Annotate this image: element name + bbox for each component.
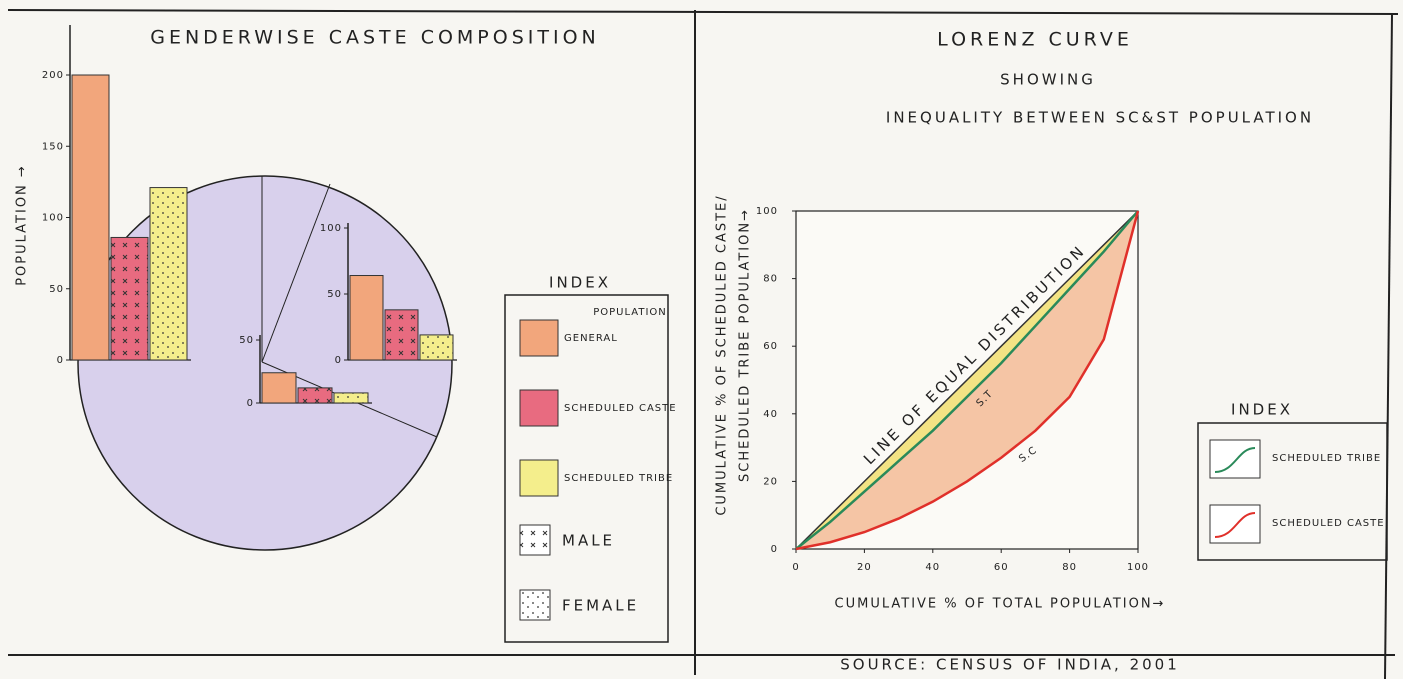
y-tick-label: 150: [42, 141, 64, 152]
y-tick-label: 60: [763, 341, 778, 352]
y-axis-label: SCHEDULED TRIBE POPULATION→: [738, 208, 753, 482]
y-tick-label: 100: [320, 223, 342, 234]
y-tick-label: 200: [42, 70, 64, 81]
chart: GENDERWISE CASTE COMPOSITION POPULATION …: [0, 0, 1403, 679]
chart-subtitle: SHOWING: [1000, 71, 1096, 89]
bar-pattern: [385, 310, 418, 360]
y-tick-label: 0: [335, 355, 342, 366]
bar-pattern: [298, 388, 332, 403]
chart-title: GENDERWISE CASTE COMPOSITION: [150, 27, 600, 49]
x-axis-label: CUMULATIVE % OF TOTAL POPULATION→: [835, 597, 1166, 612]
bar: [350, 276, 383, 360]
bar-pattern: [150, 188, 187, 360]
legend-label: SCHEDULED CASTE: [564, 403, 677, 414]
legend-label: SCHEDULED TRIBE: [564, 473, 673, 484]
x-tick-label: 100: [1127, 562, 1149, 573]
x-tick-label: 20: [857, 562, 872, 573]
y-tick-label: 100: [42, 213, 64, 224]
legend-swatch: [520, 390, 558, 426]
y-axis-label: CUMULATIVE % OF SCHEDULED CASTE/: [715, 194, 730, 515]
legend-swatch: [520, 525, 550, 555]
y-tick-label: 0: [247, 398, 254, 409]
bar-pattern: [334, 393, 368, 403]
y-axis-label: POPULATION →: [15, 164, 30, 286]
legend-title: INDEX: [549, 274, 611, 292]
page: {"chart_data": [ {"type": "bar", "title"…: [0, 0, 1403, 679]
x-tick-label: 80: [1062, 562, 1077, 573]
legend-title: INDEX: [1231, 401, 1293, 419]
y-tick-label: 0: [771, 544, 778, 555]
bar: [72, 75, 109, 360]
legend-label: SCHEDULED TRIBE: [1272, 453, 1381, 464]
legend-label: MALE: [562, 532, 615, 550]
legend-swatch: [520, 460, 558, 496]
legend-swatch: [520, 320, 558, 356]
legend-label: SCHEDULED CASTE: [1272, 518, 1385, 529]
y-tick-label: 80: [763, 274, 778, 285]
chart-subtitle: INEQUALITY BETWEEN SC&ST POPULATION: [886, 109, 1314, 127]
y-tick-label: 50: [239, 335, 254, 346]
x-tick-label: 40: [925, 562, 940, 573]
bar: [262, 373, 296, 403]
x-tick-label: 0: [792, 562, 799, 573]
bar-pattern: [111, 237, 148, 360]
bar-pattern: [420, 335, 453, 360]
legend-swatch: [520, 590, 550, 620]
y-tick-label: 50: [327, 289, 342, 300]
y-tick-label: 20: [763, 476, 778, 487]
legend-subtitle: POPULATION: [593, 307, 667, 318]
legend-label: GENERAL: [564, 333, 618, 344]
chart-title: LORENZ CURVE: [937, 29, 1133, 51]
y-tick-label: 0: [57, 355, 64, 366]
y-tick-label: 100: [756, 206, 778, 217]
y-tick-label: 40: [763, 409, 778, 420]
y-tick-label: 50: [49, 284, 64, 295]
legend-label: FEMALE: [562, 597, 639, 615]
x-tick-label: 60: [994, 562, 1009, 573]
source-note: SOURCE: CENSUS OF INDIA, 2001: [840, 656, 1180, 674]
